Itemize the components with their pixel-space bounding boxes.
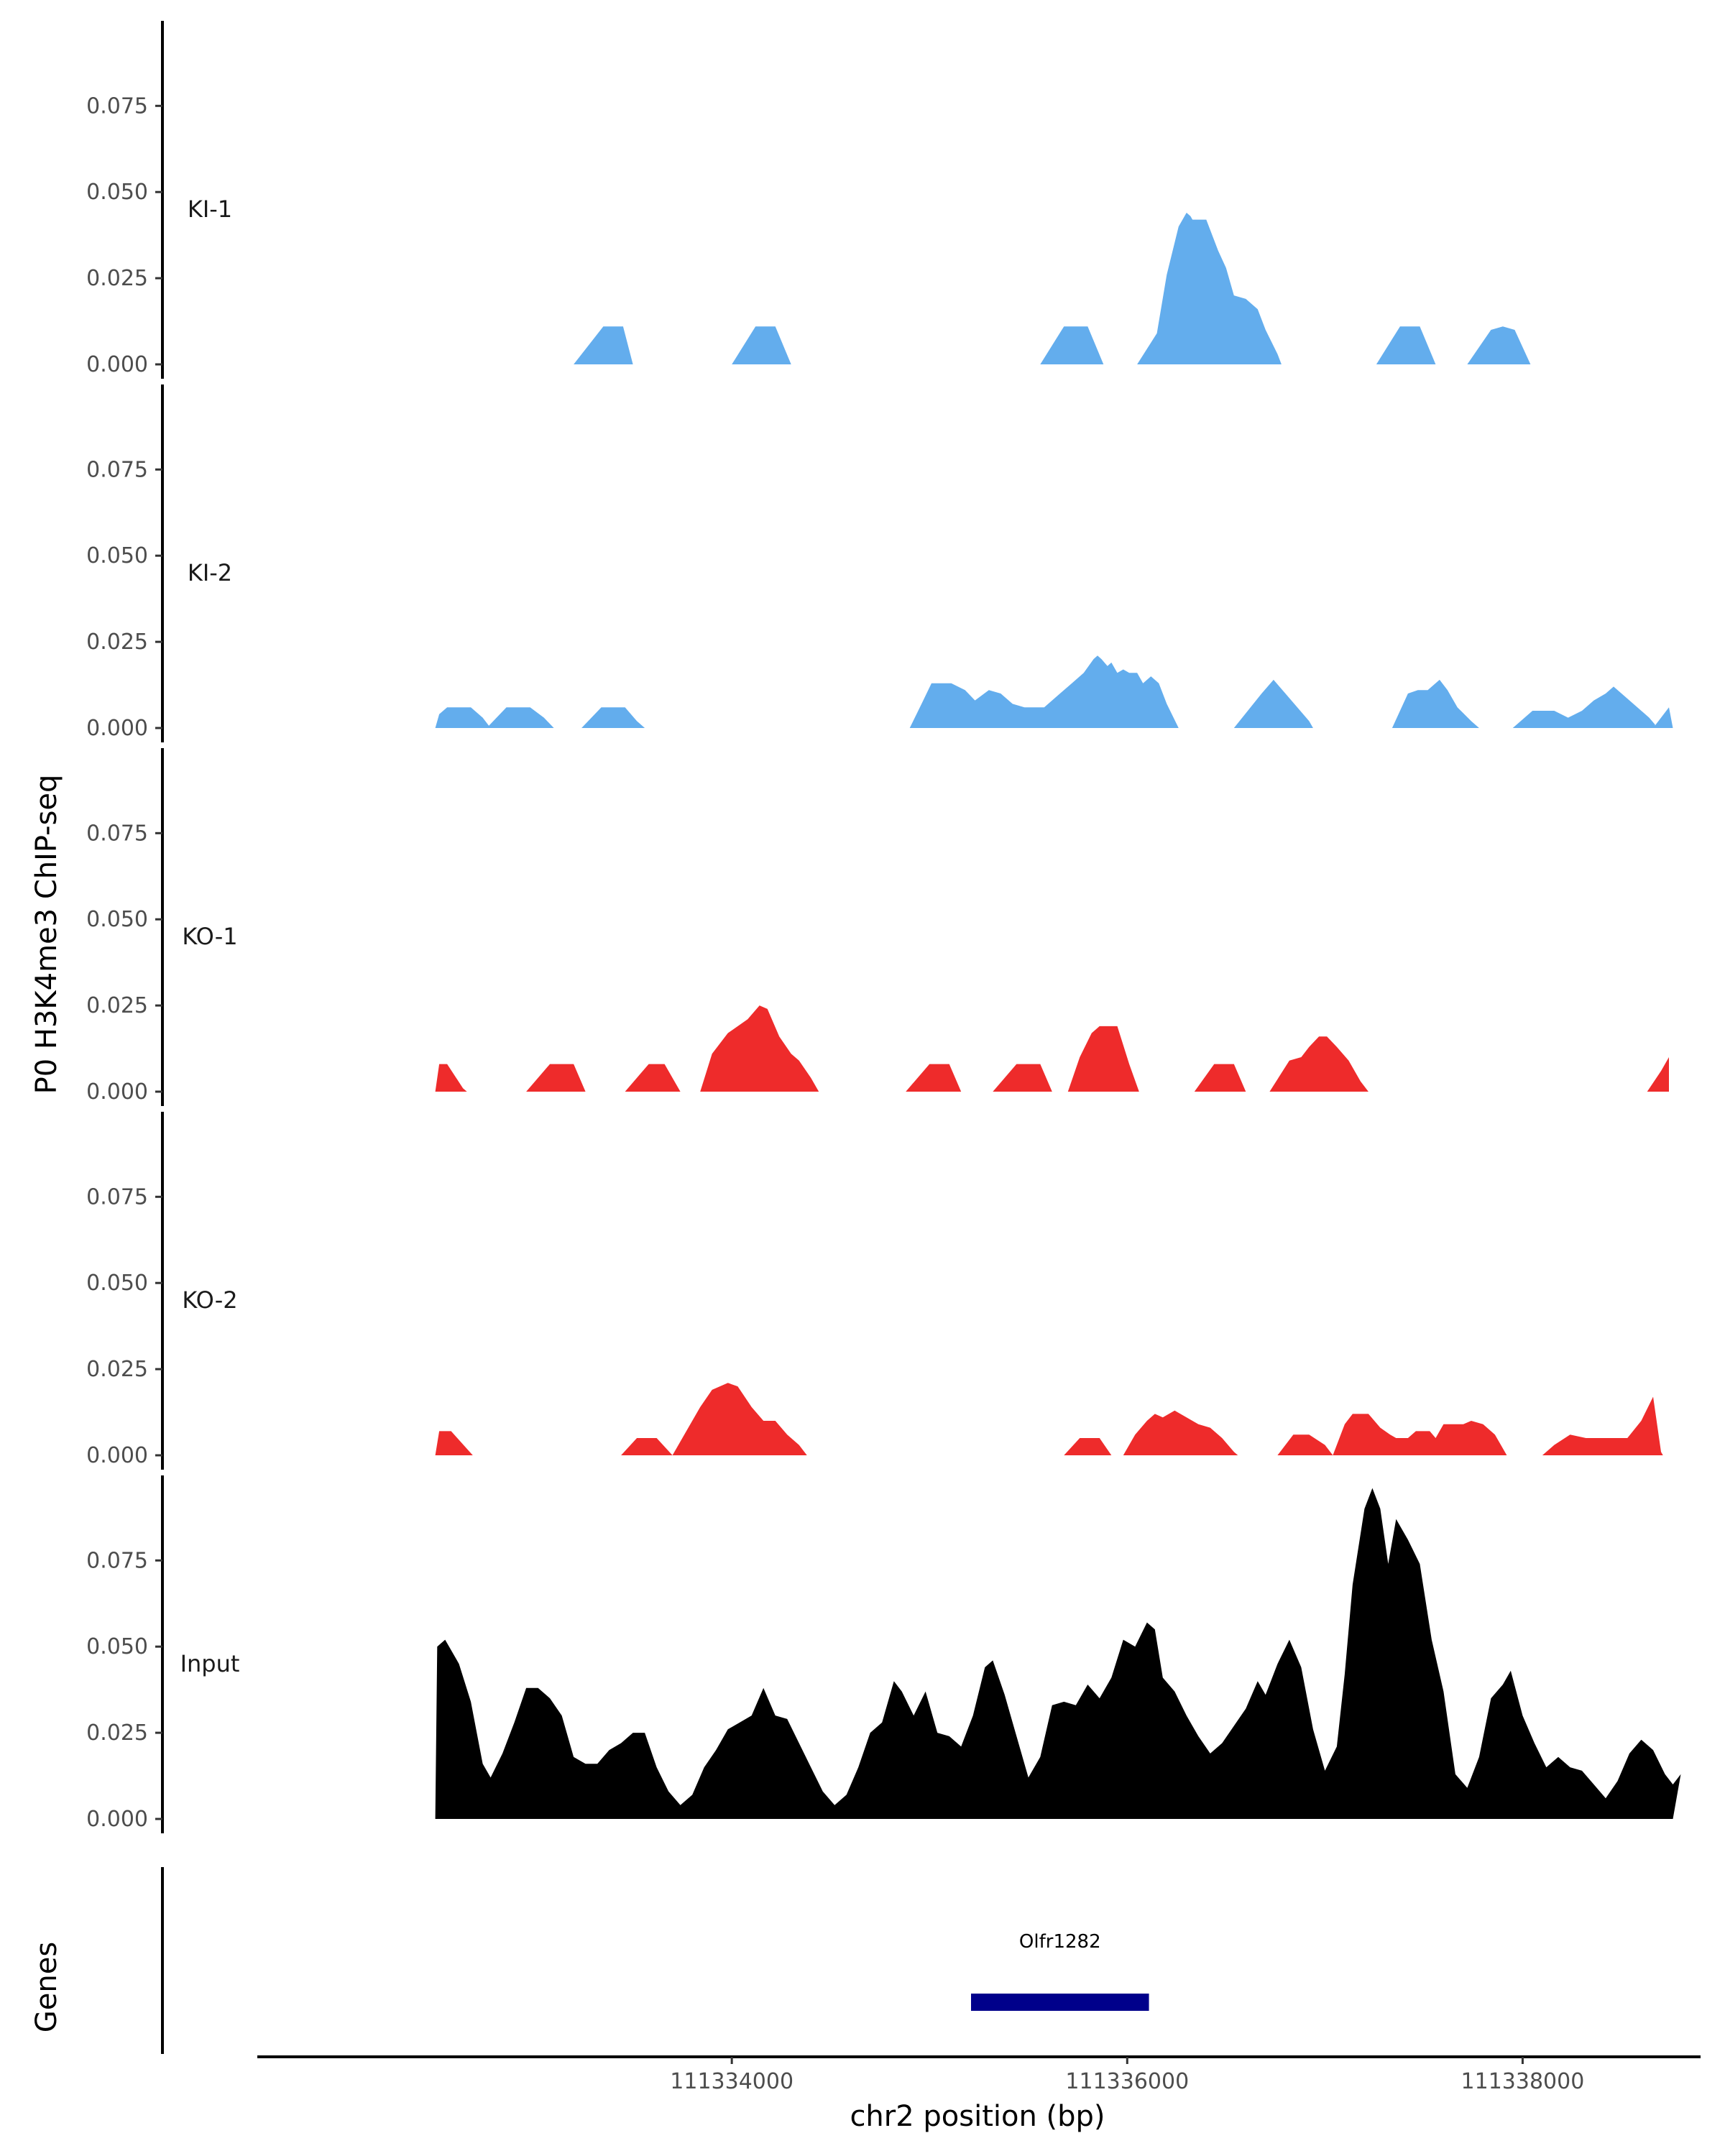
y-tick-label: 0.025: [86, 993, 148, 1018]
x-tick-label: 111334000: [670, 2069, 794, 2094]
x-tick-label: 111336000: [1065, 2069, 1189, 2094]
gene-label: Olfr1282: [1019, 1931, 1101, 1953]
y-tick-label: 0.025: [86, 1357, 148, 1382]
signal-peak: [435, 1064, 467, 1092]
signal-peak: [526, 1064, 586, 1092]
track-label: KI-2: [188, 559, 232, 586]
track-label: KI-1: [188, 195, 232, 223]
signal-peak: [1137, 213, 1282, 364]
signal-peak: [1376, 326, 1436, 364]
y-tick-label: 0.000: [86, 716, 148, 741]
y-tick-label: 0.025: [86, 266, 148, 291]
signal-peak: [1467, 326, 1531, 364]
track-label: KO-1: [182, 923, 237, 950]
x-axis-title: chr2 position (bp): [850, 2100, 1105, 2133]
signal-peak: [487, 707, 554, 728]
signal-peak: [1542, 1396, 1663, 1455]
signal-peak: [1194, 1064, 1246, 1092]
track-panel-input: 0.000 0.025 0.050 0.075 Input: [86, 1475, 1681, 1833]
signal-peak: [1392, 679, 1479, 728]
x-tick-label: 111338000: [1461, 2069, 1585, 2094]
signal-peak: [435, 1488, 1681, 1819]
y-tick-label: 0.000: [86, 1807, 148, 1832]
genes-panel: Olfr1282: [161, 1867, 1149, 2054]
y-tick-label: 0.050: [86, 907, 148, 932]
y-tick-label: 0.075: [86, 457, 148, 482]
signal-peak: [732, 326, 791, 364]
track-panels: 0.0000.0250.0500.075KI-10.0000.0250.0500…: [86, 21, 1681, 1833]
y-tick-label: 0.075: [86, 1548, 148, 1573]
signal-peak: [1064, 1438, 1112, 1455]
y-tick-label: 0.000: [86, 1443, 148, 1468]
track-panel-ko-2: 0.000 0.025 0.050 0.075 KO-2: [86, 1112, 1663, 1470]
signal-peak: [1653, 707, 1673, 728]
signal-peak: [993, 1064, 1052, 1092]
y-tick-label: 0.050: [86, 1271, 148, 1296]
signal-peak: [1233, 679, 1313, 728]
signal-peak: [1333, 1414, 1507, 1455]
y-axis-title: P0 H3K4me3 ChIP-seq: [30, 775, 63, 1095]
gene-body: [970, 1994, 1149, 2011]
signal-peak: [435, 1431, 473, 1455]
signal-peak: [625, 1064, 681, 1092]
track-label: Input: [180, 1650, 240, 1677]
x-axis: 111334000 111336000 111338000: [257, 2055, 1701, 2094]
y-tick-label: 0.025: [86, 1720, 148, 1746]
signal-peak: [1040, 326, 1104, 364]
signal-peak: [1512, 686, 1655, 728]
signal-peak: [700, 1005, 819, 1092]
track-panel-ko-1: 0.000 0.025 0.050 0.075 KO-1: [86, 748, 1669, 1106]
signal-peak: [574, 326, 633, 364]
y-tick-label: 0.075: [86, 93, 148, 119]
signal-peak: [909, 655, 1179, 728]
signal-peak: [435, 707, 491, 728]
signal-peak: [672, 1383, 807, 1455]
signal-peak: [906, 1064, 962, 1092]
track-label: KO-2: [182, 1286, 237, 1314]
signal-peak: [581, 707, 645, 728]
y-tick-label: 0.050: [86, 1634, 148, 1659]
signal-peak: [1269, 1036, 1368, 1092]
signal-peak: [621, 1438, 673, 1455]
y-tick-label: 0.000: [86, 1079, 148, 1105]
signal-peak: [1123, 1410, 1238, 1455]
track-panel-ki-2: 0.000 0.025 0.050 0.075 KI-2: [86, 384, 1673, 742]
y-tick-label: 0.050: [86, 180, 148, 205]
signal-peak: [1277, 1434, 1333, 1455]
y-tick-label: 0.000: [86, 352, 148, 377]
y-tick-label: 0.075: [86, 1184, 148, 1210]
y-tick-label: 0.075: [86, 821, 148, 846]
signal-peak: [1647, 1057, 1669, 1092]
track-panel-ki-1: 0.000 0.025 0.050 0.075 KI-1: [86, 21, 1531, 379]
signal-peak: [1067, 1026, 1139, 1092]
y-tick-label: 0.025: [86, 630, 148, 655]
y-tick-label: 0.050: [86, 543, 148, 568]
genes-axis-title: Genes: [30, 1942, 63, 2032]
